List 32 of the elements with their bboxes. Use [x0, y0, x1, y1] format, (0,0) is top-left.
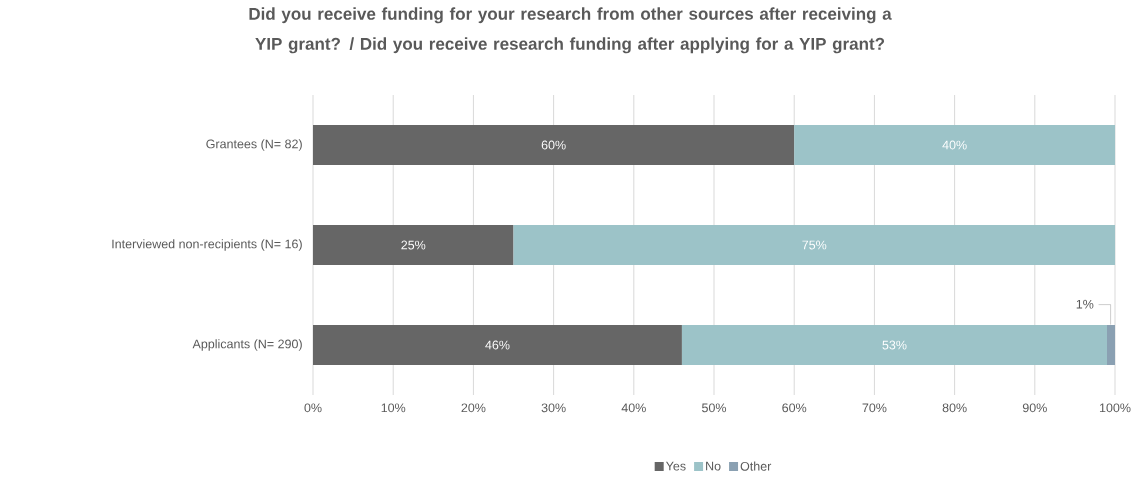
bar: [794, 125, 1116, 165]
y-tick-label: Interviewed non-recipients (N= 16): [112, 239, 302, 251]
x-tick-label: 0%: [304, 403, 322, 413]
data-label: 1%: [1076, 299, 1094, 309]
x-tick-label: 30%: [541, 403, 566, 413]
y-tick-label: Applicants (N= 290): [192, 339, 302, 351]
data-label: 40%: [942, 140, 967, 150]
bar: [313, 325, 682, 365]
legend-label: Yes: [665, 461, 686, 471]
x-tick-label: 70%: [862, 403, 887, 413]
data-label: 25%: [401, 240, 426, 250]
data-label: 75%: [802, 240, 827, 250]
x-tick-label: 90%: [1022, 403, 1047, 413]
data-label: 60%: [541, 140, 566, 150]
bar: [313, 225, 514, 265]
x-tick-label: 10%: [381, 403, 406, 413]
x-tick-label: 80%: [942, 403, 967, 413]
bar: [681, 325, 1107, 365]
data-label: 53%: [882, 340, 907, 350]
legend-label: Other: [740, 461, 772, 471]
x-tick-label: 100%: [1099, 403, 1131, 413]
legend-label: No: [706, 461, 721, 471]
x-tick-label: 50%: [702, 403, 727, 413]
bar: [1106, 325, 1116, 365]
x-tick-label: 60%: [782, 403, 807, 413]
x-tick-label: 40%: [621, 403, 646, 413]
chart-title: Did you receive funding for your research from other sources after receiving a YIP grant? / Did you receive research funding after applying for a YIP grant?: [249, 7, 892, 54]
data-label: 46%: [485, 340, 510, 350]
x-tick-label: 20%: [461, 403, 486, 413]
bar: [313, 125, 795, 165]
bar: [513, 225, 1116, 265]
y-tick-label: Grantees (N= 82): [206, 139, 302, 151]
